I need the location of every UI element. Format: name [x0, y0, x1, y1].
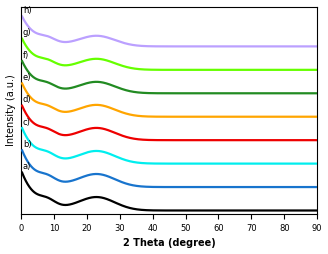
Text: b): b) — [23, 140, 31, 149]
Text: a): a) — [23, 162, 31, 171]
Text: f): f) — [23, 51, 29, 60]
Text: e): e) — [23, 73, 31, 82]
Text: g): g) — [23, 28, 31, 37]
X-axis label: 2 Theta (degree): 2 Theta (degree) — [123, 239, 215, 248]
Text: c): c) — [23, 118, 31, 126]
Text: h): h) — [23, 6, 31, 15]
Text: d): d) — [23, 95, 31, 104]
Y-axis label: Intensity (a.u.): Intensity (a.u.) — [6, 75, 15, 146]
